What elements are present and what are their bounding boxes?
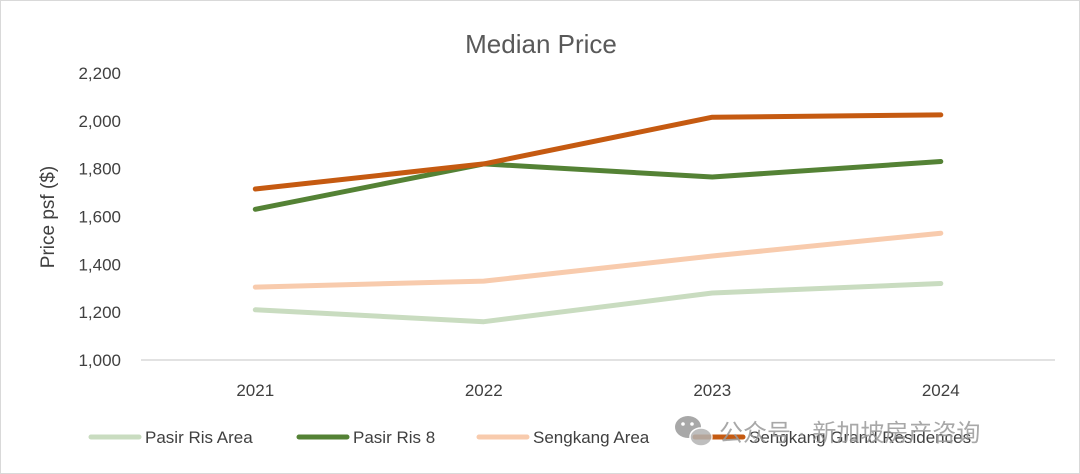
- y-tick-label: 1,600: [78, 208, 121, 227]
- legend: Pasir Ris Area Pasir Ris 8 Sengkang Area Se…: [88, 428, 971, 447]
- chart-title: Median Price: [465, 29, 617, 59]
- y-tick-label: 1,400: [78, 255, 121, 274]
- y-axis-ticks: 1,000 1,200 1,400 1,600 1,800 2,000 2,200: [78, 64, 121, 370]
- legend-label: Sengkang Area: [533, 428, 650, 447]
- x-axis-ticks: 2021 2022 2023 2024: [236, 381, 959, 400]
- y-tick-label: 1,000: [78, 351, 121, 370]
- y-tick-label: 1,200: [78, 303, 121, 322]
- watermark-text: 公众号 · 新加坡房产咨询: [719, 420, 980, 447]
- y-axis-label: Price psf ($): [38, 166, 59, 268]
- x-tick-label: 2021: [236, 381, 274, 400]
- watermark: 公众号 · 新加坡房产咨询: [675, 416, 980, 447]
- y-tick-label: 1,800: [78, 160, 121, 179]
- legend-label: Pasir Ris 8: [353, 428, 435, 447]
- x-tick-label: 2023: [693, 381, 731, 400]
- y-tick-label: 2,000: [78, 112, 121, 131]
- y-tick-label: 2,200: [78, 64, 121, 83]
- wechat-icon: [675, 416, 713, 447]
- series-line: [252, 112, 944, 192]
- series-layer: [252, 112, 944, 325]
- series-line: [252, 159, 944, 212]
- series-line: [252, 281, 944, 325]
- x-tick-label: 2022: [465, 381, 503, 400]
- legend-label: Pasir Ris Area: [145, 428, 253, 447]
- series-line: [252, 230, 944, 290]
- legend-label: Sengkang Grand Residences: [749, 428, 971, 447]
- x-tick-label: 2024: [922, 381, 960, 400]
